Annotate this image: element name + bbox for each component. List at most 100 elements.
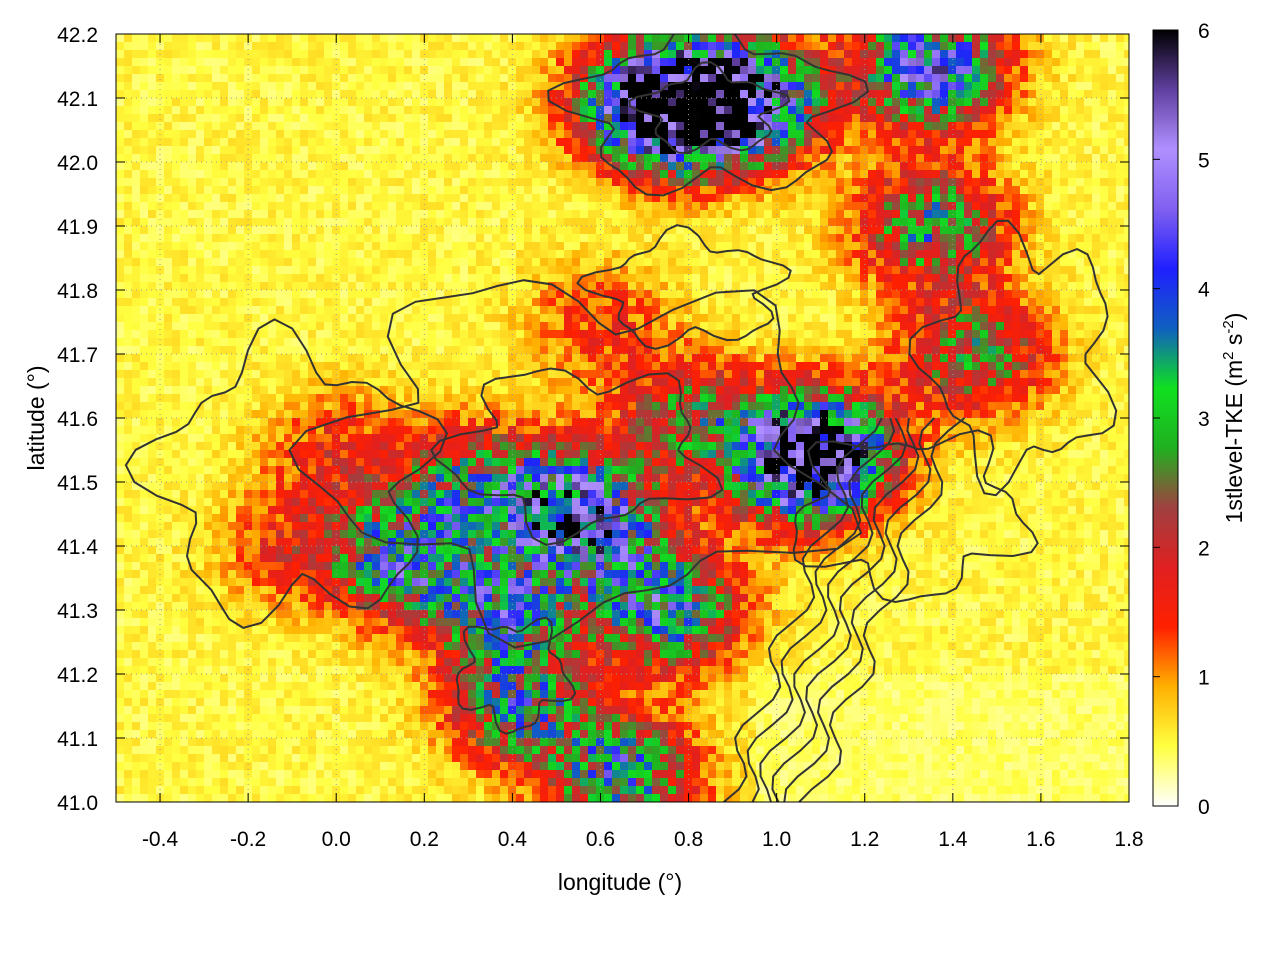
heat-cell <box>252 282 260 290</box>
heat-cell <box>1012 258 1020 266</box>
heat-cell <box>1020 234 1028 242</box>
heat-cell <box>892 146 900 154</box>
heat-cell <box>252 98 260 106</box>
heat-cell <box>892 154 900 162</box>
heat-cell <box>540 122 548 130</box>
heat-cell <box>148 242 156 250</box>
heat-cell <box>620 90 628 98</box>
heat-cell <box>780 218 788 226</box>
heat-cell <box>476 186 484 194</box>
heat-cell <box>1084 90 1092 98</box>
heat-cell <box>852 178 860 186</box>
heat-cell <box>788 290 796 298</box>
heat-cell <box>148 306 156 314</box>
heat-cell <box>468 178 476 186</box>
heat-cell <box>540 66 548 74</box>
heat-cell <box>124 34 132 42</box>
heat-cell <box>1068 298 1076 306</box>
heat-cell <box>724 338 732 346</box>
heat-cell <box>204 194 212 202</box>
heat-cell <box>204 234 212 242</box>
heat-cell <box>324 306 332 314</box>
heat-cell <box>420 162 428 170</box>
heat-cell <box>1068 250 1076 258</box>
heat-cell <box>964 90 972 98</box>
heat-cell <box>156 98 164 106</box>
heat-cell <box>964 162 972 170</box>
heat-cell <box>212 106 220 114</box>
heat-cell <box>164 282 172 290</box>
heat-cell <box>420 234 428 242</box>
heat-cell <box>132 194 140 202</box>
heat-cell <box>772 210 780 218</box>
heat-cell <box>1068 202 1076 210</box>
heat-cell <box>620 218 628 226</box>
heat-cell <box>460 178 468 186</box>
heat-cell <box>140 114 148 122</box>
heat-cell <box>380 282 388 290</box>
heat-cell <box>1116 186 1124 194</box>
heat-cell <box>460 322 468 330</box>
heat-cell <box>268 178 276 186</box>
heat-cell <box>276 266 284 274</box>
heat-cell <box>780 234 788 242</box>
heat-cell <box>476 58 484 66</box>
heat-cell <box>764 170 772 178</box>
heat-cell <box>1044 130 1052 138</box>
heat-cell <box>420 258 428 266</box>
heat-cell <box>812 226 820 234</box>
heat-cell <box>804 194 812 202</box>
heat-cell <box>860 58 868 66</box>
heat-cell <box>188 130 196 138</box>
heat-cell <box>732 186 740 194</box>
heat-cell <box>980 130 988 138</box>
heat-cell <box>340 42 348 50</box>
heat-cell <box>780 58 788 66</box>
heat-cell <box>356 266 364 274</box>
heat-cell <box>604 250 612 258</box>
heat-cell <box>380 202 388 210</box>
heat-cell <box>572 258 580 266</box>
heat-cell <box>540 322 548 330</box>
heat-cell <box>660 194 668 202</box>
heat-cell <box>196 106 204 114</box>
heat-cell <box>132 122 140 130</box>
heat-cell <box>284 178 292 186</box>
heat-cell <box>220 202 228 210</box>
heat-cell <box>188 194 196 202</box>
heat-cell <box>828 258 836 266</box>
heat-cell <box>1060 66 1068 74</box>
heat-cell <box>1100 234 1108 242</box>
heat-cell <box>172 130 180 138</box>
heat-cell <box>868 266 876 274</box>
heat-cell <box>268 250 276 258</box>
heat-cell <box>1124 210 1129 218</box>
heat-cell <box>276 282 284 290</box>
heat-cell <box>484 42 492 50</box>
heat-cell <box>580 154 588 162</box>
heat-cell <box>140 210 148 218</box>
heat-cell <box>788 210 796 218</box>
heat-cell <box>372 314 380 322</box>
heat-cell <box>348 186 356 194</box>
heat-cell <box>628 202 636 210</box>
heat-cell <box>908 90 916 98</box>
heat-cell <box>1044 306 1052 314</box>
heat-cell <box>380 274 388 282</box>
heat-cell <box>484 114 492 122</box>
heat-cell <box>724 290 732 298</box>
heat-cell <box>1108 298 1116 306</box>
heat-cell <box>308 122 316 130</box>
heat-cell <box>492 42 500 50</box>
heat-cell <box>892 218 900 226</box>
heat-cell <box>380 306 388 314</box>
heat-cell <box>956 218 964 226</box>
heat-cell <box>1076 282 1084 290</box>
heat-cell <box>140 90 148 98</box>
heat-cell <box>236 106 244 114</box>
heat-cell <box>1012 66 1020 74</box>
heat-cell <box>1068 226 1076 234</box>
heat-cell <box>676 282 684 290</box>
heat-cell <box>868 154 876 162</box>
heat-cell <box>196 202 204 210</box>
